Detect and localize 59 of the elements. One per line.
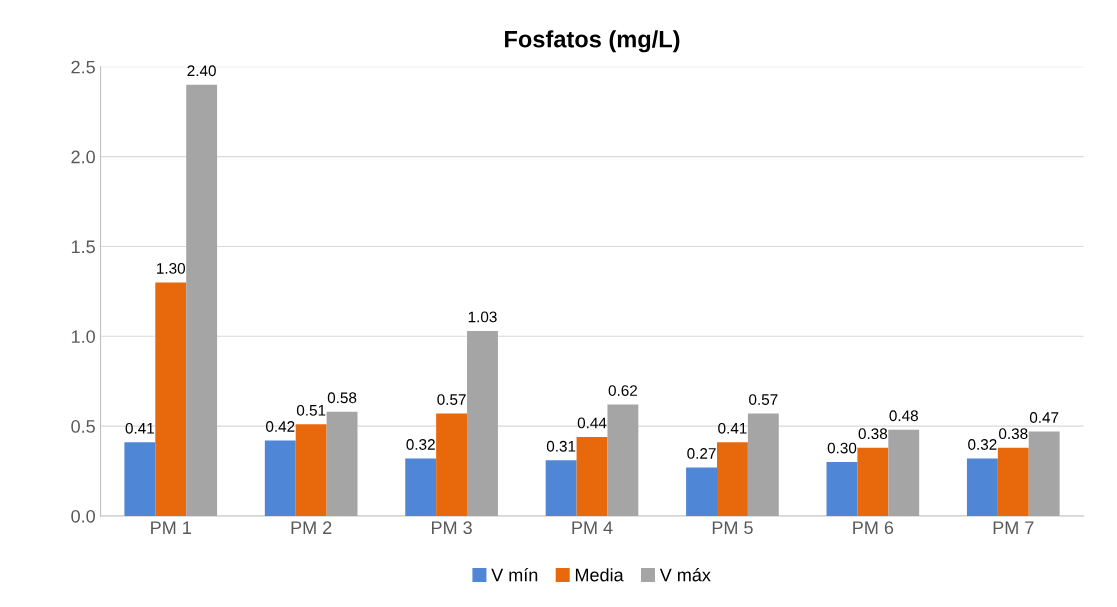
bar — [607, 404, 639, 516]
data-label: 0.41 — [125, 422, 154, 434]
x-tick-label: PM 2 — [291, 521, 332, 534]
bar — [576, 436, 608, 516]
data-label: 0.57 — [749, 394, 778, 405]
bar — [467, 330, 498, 516]
bar — [326, 411, 358, 516]
bar — [405, 458, 437, 516]
bar — [747, 413, 779, 516]
bar — [716, 442, 748, 516]
y-tick-label: 1.5 — [71, 240, 95, 254]
x-tick-label: PM 1 — [151, 521, 191, 534]
x-tick-label: PM 4 — [572, 521, 613, 534]
data-label: 0.42 — [266, 421, 295, 432]
bar — [857, 447, 889, 516]
x-tick-label: PM 6 — [853, 521, 894, 535]
data-label: 0.32 — [968, 439, 997, 450]
data-label: 0.62 — [608, 385, 637, 396]
bar — [124, 442, 156, 516]
x-tick-label: PM 7 — [993, 521, 1034, 534]
bar — [186, 84, 218, 516]
legend-label: V mín — [491, 567, 538, 582]
data-label: 0.41 — [718, 422, 747, 434]
bar — [545, 460, 577, 516]
data-label: 0.58 — [327, 392, 357, 404]
data-label: 0.57 — [437, 394, 466, 405]
bar — [264, 440, 296, 516]
x-tick-label: PM 3 — [432, 521, 472, 535]
data-label: 0.27 — [687, 448, 716, 459]
y-tick-label: 0.5 — [71, 420, 95, 433]
data-label: 0.38 — [999, 428, 1028, 440]
y-tick-label: 2.5 — [71, 60, 95, 74]
data-label: 0.30 — [827, 442, 857, 454]
bar — [997, 447, 1029, 516]
bar — [1028, 431, 1060, 516]
bar — [686, 467, 717, 516]
y-tick-label: 0.0 — [71, 509, 95, 523]
bar — [888, 429, 920, 516]
data-label: 1.30 — [157, 262, 186, 274]
bar — [436, 413, 468, 516]
y-tick-label: 2.0 — [71, 150, 95, 164]
y-tick-label: 1.0 — [71, 330, 95, 343]
data-label: 1.03 — [468, 311, 497, 323]
legend-label: Media — [575, 568, 624, 582]
bar — [966, 458, 998, 516]
x-tick-label: PM 5 — [712, 521, 753, 535]
data-label: 0.38 — [858, 428, 888, 440]
data-label: 0.31 — [546, 440, 576, 452]
chart-title: Fosfatos (mg/L) — [505, 30, 680, 53]
data-label: 0.32 — [406, 439, 435, 450]
bar — [826, 462, 858, 516]
data-label: 0.51 — [296, 404, 326, 416]
data-label: 2.40 — [187, 65, 216, 77]
data-label: 0.47 — [1029, 412, 1059, 423]
bar — [155, 282, 187, 516]
legend-label: V máx — [659, 567, 711, 582]
data-label: 0.48 — [889, 410, 918, 422]
bar — [295, 424, 327, 516]
data-label: 0.44 — [577, 417, 607, 429]
